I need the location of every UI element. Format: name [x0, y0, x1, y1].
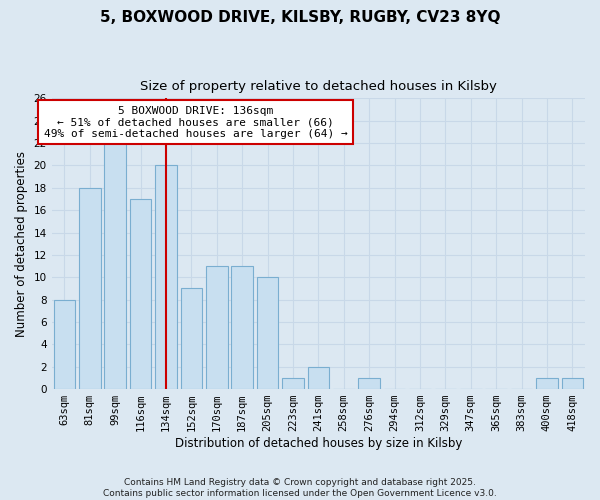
Bar — [358, 378, 380, 389]
Bar — [232, 266, 253, 389]
Bar — [257, 278, 278, 389]
Bar — [130, 199, 151, 389]
Bar — [308, 366, 329, 389]
Bar — [53, 300, 75, 389]
Bar — [155, 166, 177, 389]
Bar — [282, 378, 304, 389]
Bar — [562, 378, 583, 389]
Bar — [181, 288, 202, 389]
Bar — [79, 188, 101, 389]
Y-axis label: Number of detached properties: Number of detached properties — [15, 150, 28, 336]
Title: Size of property relative to detached houses in Kilsby: Size of property relative to detached ho… — [140, 80, 497, 93]
Text: 5 BOXWOOD DRIVE: 136sqm
← 51% of detached houses are smaller (66)
49% of semi-de: 5 BOXWOOD DRIVE: 136sqm ← 51% of detache… — [44, 106, 347, 139]
Text: Contains HM Land Registry data © Crown copyright and database right 2025.
Contai: Contains HM Land Registry data © Crown c… — [103, 478, 497, 498]
Text: 5, BOXWOOD DRIVE, KILSBY, RUGBY, CV23 8YQ: 5, BOXWOOD DRIVE, KILSBY, RUGBY, CV23 8Y… — [100, 10, 500, 25]
Bar — [536, 378, 557, 389]
X-axis label: Distribution of detached houses by size in Kilsby: Distribution of detached houses by size … — [175, 437, 462, 450]
Bar — [206, 266, 227, 389]
Bar — [104, 143, 126, 389]
